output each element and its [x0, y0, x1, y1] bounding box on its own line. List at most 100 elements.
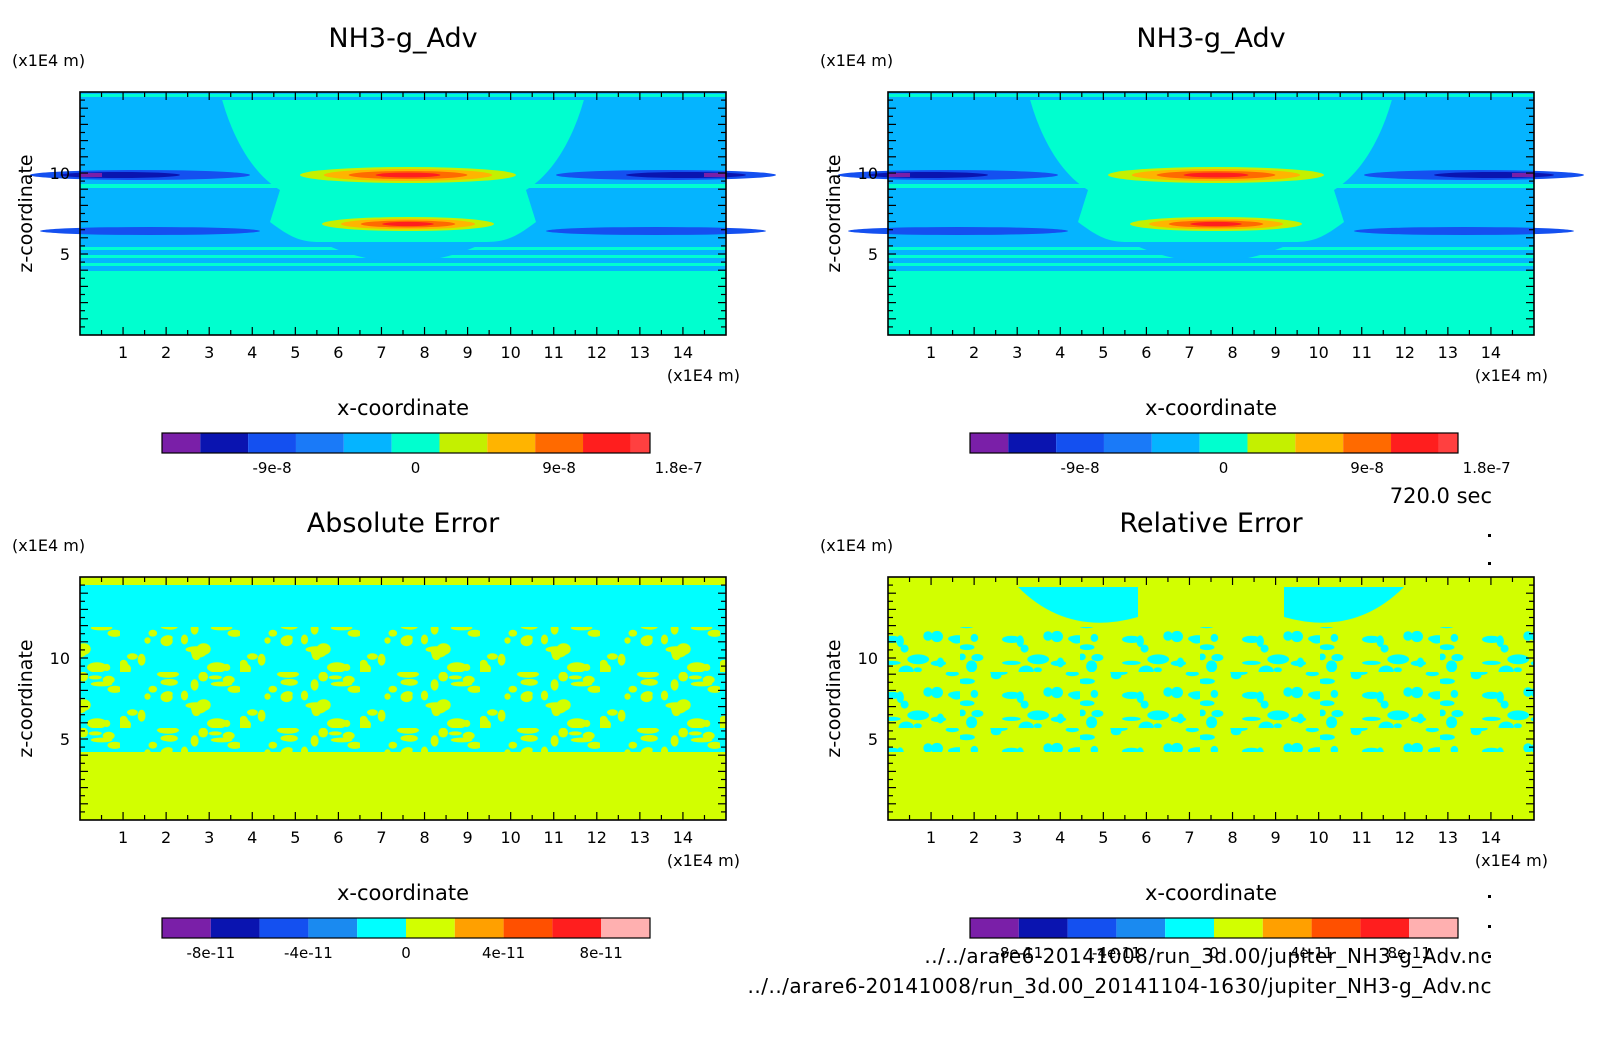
x-tick-label: 10 [1308, 343, 1328, 362]
decor-dot [1488, 955, 1491, 958]
x-tick-label: 1 [118, 343, 128, 362]
colorbar-tick-label: 0 [401, 944, 411, 962]
colorbar: -9e-8 0 9e-8 1.8e-7 [161, 432, 703, 477]
x-tick-label: 9 [1271, 828, 1281, 847]
x-tick-label: 6 [1141, 343, 1151, 362]
x-tick-label: 8 [1227, 343, 1237, 362]
colorbar-segment [439, 433, 488, 453]
colorbar-tick-label: -8e-11 [994, 944, 1043, 962]
x-tick-label: 9 [1271, 343, 1281, 362]
chart-title: NH3-g_Adv [1136, 23, 1285, 54]
x-tick-label: 2 [969, 828, 979, 847]
heatmap-field [838, 92, 1584, 335]
stratified-band [80, 266, 726, 271]
blue-region-right [1294, 92, 1534, 242]
x-tick-label: 7 [376, 343, 386, 362]
stripe [80, 184, 726, 188]
y-unit-label: (x1E4 m) [820, 51, 893, 70]
heatmap-field [80, 577, 726, 820]
colorbar-segment [1343, 433, 1392, 453]
center-dip [1128, 242, 1294, 262]
streak-lower-left [40, 227, 260, 235]
hot-spot-core [375, 172, 441, 178]
streak-lower-right [1354, 227, 1574, 235]
colorbar-segment [200, 433, 249, 453]
x-tick-label: 1 [118, 828, 128, 847]
colorbar-tick-label: 8e-11 [1388, 944, 1431, 962]
colorbar-frame [161, 432, 651, 454]
noise-region [80, 627, 726, 752]
x-tick-label: 13 [630, 343, 650, 362]
colorbar-segment [1165, 918, 1214, 938]
colorbar-segment [1103, 433, 1152, 453]
x-tick-label: 4 [247, 343, 257, 362]
x-tick-label: 14 [1481, 828, 1501, 847]
x-tick-label: 5 [1098, 343, 1108, 362]
upper-lobe-left [1018, 587, 1138, 623]
colorbar-frame [969, 917, 1459, 939]
blue-region-left [80, 92, 320, 242]
streak-edge-right [704, 173, 726, 177]
y-tick-label: 5 [868, 730, 878, 749]
y-tick-label: 5 [60, 730, 70, 749]
x-tick-label: 12 [587, 343, 607, 362]
x-tick-label: 14 [1481, 343, 1501, 362]
colorbar-tick-label: 9e-8 [542, 459, 576, 477]
x-unit-label: (x1E4 m) [1475, 851, 1548, 870]
y-tick-label: 5 [60, 245, 70, 264]
colorbar-tick-label: 0 [1209, 944, 1219, 962]
colorbar: -8e-11 -4e-11 0 4e-11 8e-11 [969, 917, 1459, 962]
colorbar-segment [343, 433, 392, 453]
colorbar-segment [1116, 918, 1166, 938]
colorbar-segment [1151, 433, 1200, 453]
y-axis-label: z-coordinate [15, 639, 37, 757]
time-label: 720.0 sec [1389, 484, 1492, 508]
colorbar-tick-label: -4e-11 [284, 944, 333, 962]
colorbar-tick-label: 8e-11 [580, 944, 623, 962]
streak-right-core [1434, 172, 1554, 178]
colorbar-segment [1008, 433, 1057, 453]
colorbar-segment [210, 918, 260, 938]
x-tick-label: 10 [500, 828, 520, 847]
blue-region-right [486, 92, 726, 242]
x-tick-label: 6 [1141, 828, 1151, 847]
colorbar-segment [248, 433, 296, 453]
tick-marks [888, 92, 1534, 335]
colorbar-frame [969, 432, 1459, 454]
colorbar-segment [1360, 918, 1410, 938]
y-unit-label: (x1E4 m) [820, 536, 893, 555]
x-tick-label: 8 [419, 828, 429, 847]
colorbar-segment [1262, 918, 1312, 938]
colorbar-segment [259, 918, 309, 938]
hot-spot-core [1183, 172, 1249, 178]
chart-title: Relative Error [1119, 508, 1303, 539]
heatmap-field [30, 92, 776, 335]
center-dip [320, 242, 486, 262]
x-axis-label: x-coordinate [337, 881, 469, 905]
colorbar-segment [487, 433, 536, 453]
x-tick-label: 5 [290, 343, 300, 362]
x-tick-label: 1 [926, 828, 936, 847]
stripe [888, 184, 1534, 188]
colorbar-segment [1214, 918, 1263, 938]
upper-lobe-right [1284, 587, 1404, 623]
decor-dot [1488, 895, 1491, 898]
y-tick-label: 5 [868, 245, 878, 264]
x-unit-label: (x1E4 m) [1475, 366, 1548, 385]
colorbar-segment [535, 433, 584, 453]
streak-left-core [868, 172, 988, 178]
hot-spot-core [1190, 221, 1242, 227]
x-tick-label: 11 [544, 828, 564, 847]
x-tick-label: 2 [969, 343, 979, 362]
x-tick-label: 10 [1308, 828, 1328, 847]
y-axis-label: z-coordinate [15, 154, 37, 272]
colorbar-segment [295, 433, 344, 453]
colorbar-segment [1056, 433, 1104, 453]
hot-spot-core [382, 221, 434, 227]
streak-left-core [60, 172, 180, 178]
